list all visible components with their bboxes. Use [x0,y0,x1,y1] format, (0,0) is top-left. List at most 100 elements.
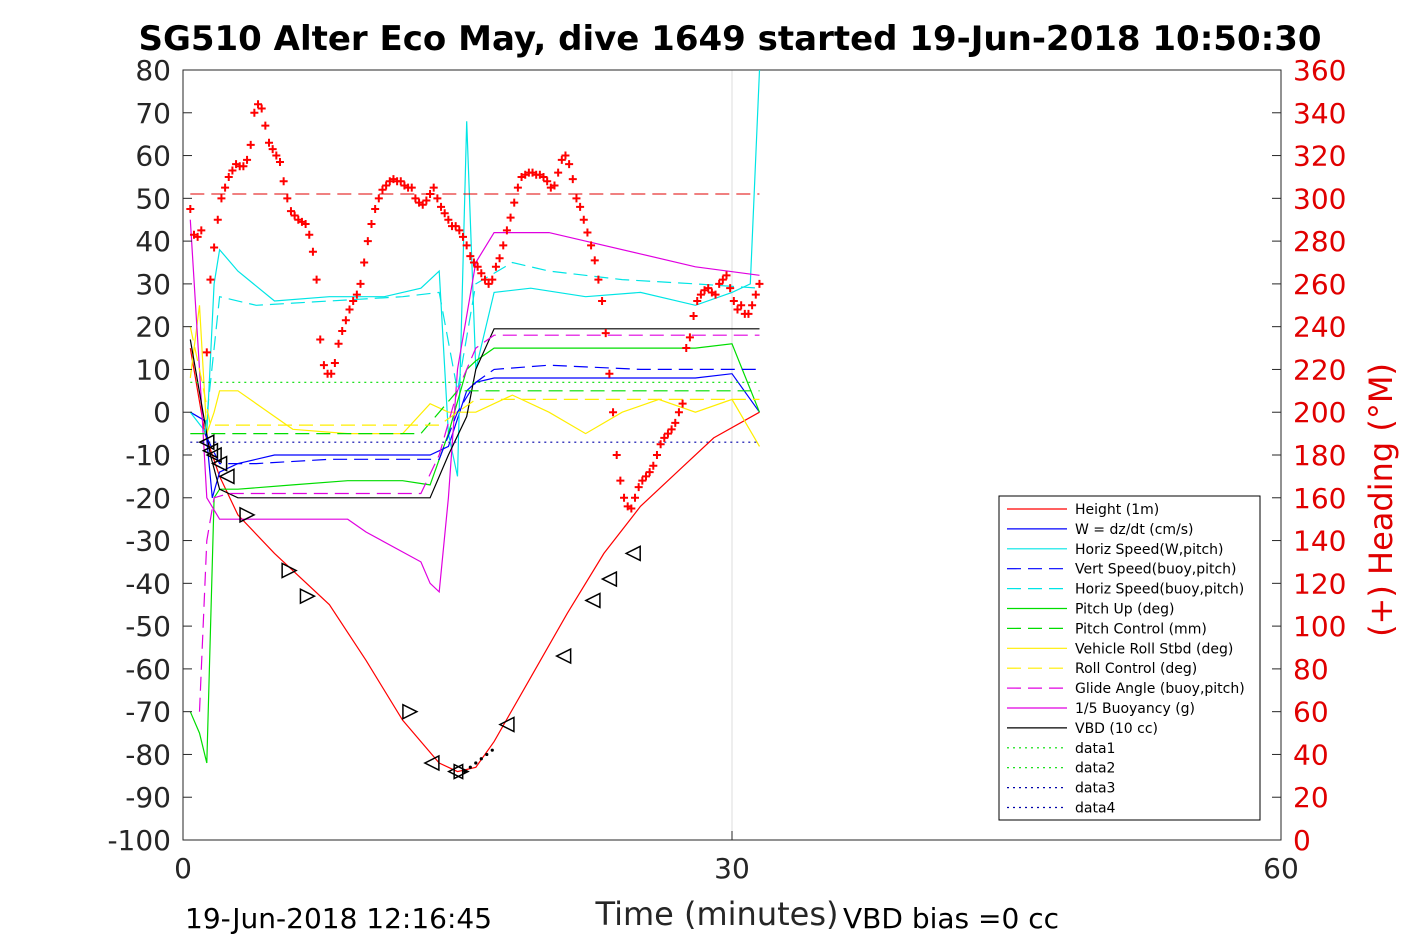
bottom-sample-dot [463,769,467,774]
heading-point [396,177,405,186]
bottom-sample-dot [468,765,472,769]
series-line-horiz-speed-w-pitch- [189,69,761,477]
heading-point [213,215,222,224]
heading-point [704,284,713,293]
heading-point [246,140,255,149]
heading-point [186,205,195,214]
y-tick-right-label: 100 [1293,610,1346,643]
heading-point [254,100,263,109]
position-marker [201,442,219,459]
heading-point [239,162,248,171]
heading-point [645,468,654,477]
heading-point [290,211,299,220]
heading-point [495,254,504,263]
heading-point [455,226,464,235]
y-tick-right-label: 200 [1293,396,1346,429]
y-tick-right-label: 360 [1293,54,1346,87]
y-tick-left-label: 70 [135,97,171,130]
footer-timestamp: 19-Jun-2018 12:16:45 [185,902,492,935]
bottom-sample-dot [485,752,489,757]
heading-point [641,472,650,481]
position-marker [624,545,641,562]
y-tick-left-label: -90 [125,781,171,814]
heading-point [718,275,727,284]
x-tick-label: 30 [714,852,750,885]
heading-point [316,335,325,344]
heading-point [638,476,647,485]
heading-point [550,181,559,190]
heading-point [656,440,665,449]
y-tick-left-label: -60 [125,653,171,686]
y-tick-left-label: -80 [125,738,171,771]
heading-point [422,196,431,205]
heading-point [356,279,365,288]
heading-point [265,138,274,147]
heading-point [652,451,661,459]
heading-point [696,290,705,299]
heading-point [319,361,328,370]
series-line-vehicle-roll-stbd-deg- [189,305,761,447]
heading-point [444,215,453,224]
heading-point [572,194,581,203]
heading-point [217,194,226,203]
y-tick-left-label: 0 [153,396,171,429]
heading-point [755,279,764,288]
heading-point [418,200,427,209]
heading-point [210,243,219,252]
footer-vbd-bias: VBD bias =0 cc [843,902,1059,935]
heading-point [488,275,497,284]
heading-point [660,433,669,442]
heading-point [202,348,211,357]
legend-label: data4 [1075,801,1116,817]
y-tick-right-label: 160 [1293,482,1346,515]
heading-point [711,290,720,299]
heading-point [576,202,585,211]
position-marker [402,703,419,720]
legend-label: Pitch Control (mm) [1075,621,1207,637]
heading-point [674,408,683,417]
y-tick-left-label: -20 [125,482,171,515]
heading-point [693,297,702,305]
heading-point [305,230,314,239]
y-tick-left-label: -70 [125,696,171,729]
heading-point [583,228,592,237]
heading-point [360,258,369,267]
heading-point [513,183,522,192]
heading-point [667,425,676,434]
heading-point [268,145,277,154]
y-tick-left-label: 80 [135,54,171,87]
legend-label: W = dz/dt (cm/s) [1075,522,1194,538]
heading-point [275,157,284,166]
heading-point [250,108,259,117]
heading-point [480,275,489,284]
heading-point [371,205,380,214]
heading-point [308,247,317,256]
heading-point [557,155,566,164]
position-marker [554,647,572,665]
y-tick-left-label: 10 [135,353,171,386]
y-tick-right-label: 80 [1293,653,1329,686]
legend-label: Glide Angle (buoy,pitch) [1075,681,1245,697]
heading-point [543,177,552,186]
heading-point [612,451,621,459]
left-axis: 80 70 60 50 40 30 20 10 0 -10 -20 -30 -40 -50 -60 -70 -8… [107,54,192,857]
position-marker [446,763,464,780]
heading-point [561,151,570,160]
heading-point [382,181,391,190]
x-tick-label: 0 [174,852,192,885]
position-marker [210,455,228,472]
heading-point [283,194,292,203]
heading-point [330,359,339,368]
heading-point [722,271,731,280]
bottom-sample-dot [490,748,494,752]
heading-markers [186,100,764,513]
heading-point [462,241,471,250]
y-tick-left-label: 50 [135,182,171,215]
heading-point [491,262,500,271]
heading-point [748,301,757,310]
heading-point [374,194,383,203]
heading-point [469,258,478,267]
heading-point [594,275,603,284]
heading-point [473,262,482,271]
